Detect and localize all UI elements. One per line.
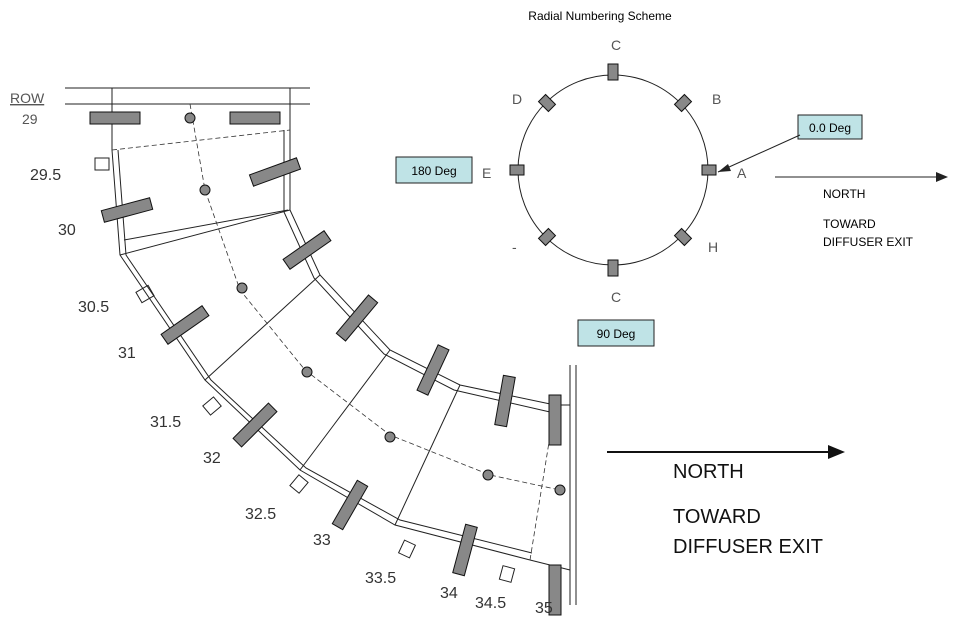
row-label: 31.5: [150, 414, 181, 431]
pointer-head: [718, 164, 731, 172]
duct: [65, 87, 577, 605]
row-label: 31: [118, 345, 136, 362]
angle-label: 0.0 Deg: [809, 121, 851, 135]
row-label: 35: [535, 600, 553, 617]
row-header: ROW: [10, 90, 45, 106]
pos-label: C: [611, 289, 621, 305]
row-label: 34.5: [475, 595, 506, 612]
scheme-title: Radial Numbering Scheme: [528, 9, 672, 23]
direction-label: NORTH: [673, 461, 744, 483]
pos-label: B: [712, 91, 721, 107]
angle-label: 90 Deg: [597, 327, 636, 341]
pos-label: A: [737, 165, 747, 181]
row-label: 30: [58, 222, 76, 239]
row-label: 33: [313, 532, 331, 549]
pos-label: C: [611, 37, 621, 53]
row-label: 29.5: [30, 167, 61, 184]
row-label: 29: [22, 111, 38, 127]
row-label: 33.5: [365, 570, 396, 587]
arrow-head: [828, 445, 845, 459]
row-label: 32.5: [245, 506, 276, 523]
row-label: 32: [203, 450, 221, 467]
direction-text: TOWARD: [823, 217, 876, 231]
direction-text: DIFFUSER EXIT: [823, 235, 914, 249]
angle-box: [797, 114, 863, 140]
pointer: [717, 134, 801, 173]
direction-text: TOWARD: [673, 506, 761, 528]
arrow-head: [936, 172, 948, 182]
direction-text: DIFFUSER EXIT: [673, 536, 823, 558]
pos-label: -: [512, 239, 517, 255]
angle-box: [395, 156, 473, 184]
pos-label: E: [482, 165, 491, 181]
row-label: 34: [440, 585, 458, 602]
pos-label: D: [512, 91, 522, 107]
scheme-sensors: [509, 63, 717, 277]
pos-label: H: [708, 239, 718, 255]
direction-label: NORTH: [823, 187, 865, 201]
duct-sensors: [89, 111, 566, 616]
angle-label: 180 Deg: [411, 164, 456, 178]
row-label: 30.5: [78, 299, 109, 316]
angle-box: [577, 319, 655, 347]
